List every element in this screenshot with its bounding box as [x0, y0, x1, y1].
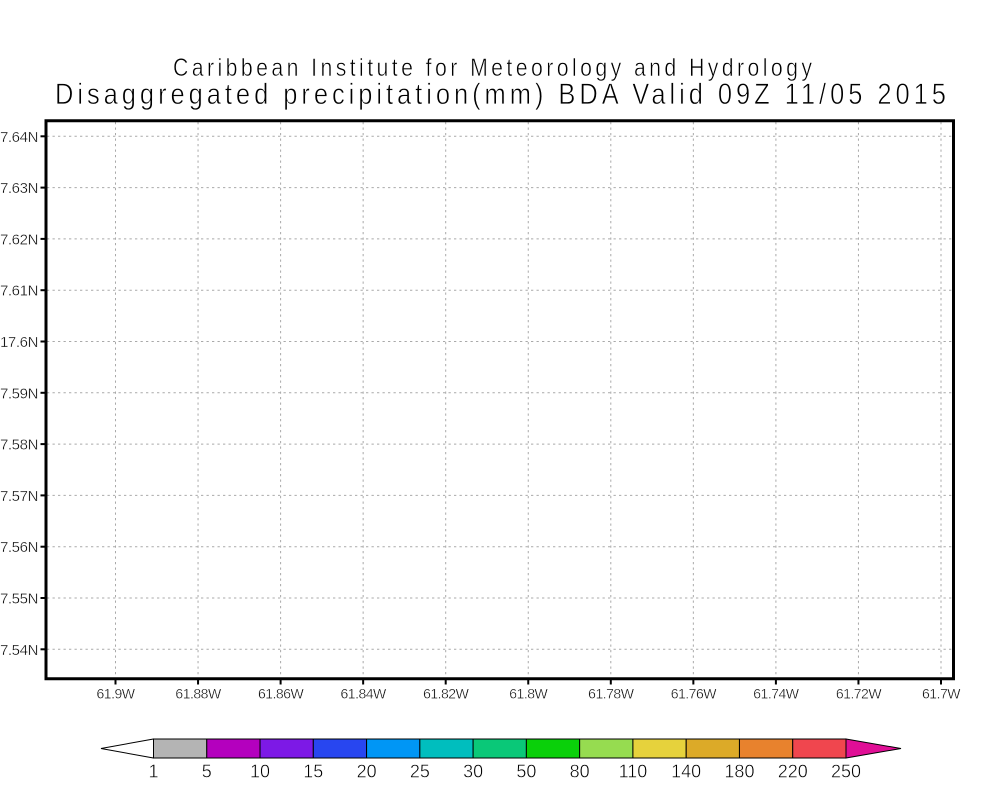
svg-text:7.62N: 7.62N	[0, 231, 38, 248]
svg-text:7.55N: 7.55N	[0, 591, 38, 608]
svg-text:20: 20	[357, 762, 377, 782]
svg-text:61.84W: 61.84W	[341, 686, 388, 702]
svg-text:10: 10	[250, 762, 270, 782]
svg-text:61.78W: 61.78W	[588, 686, 635, 702]
svg-text:7.56N: 7.56N	[0, 539, 38, 556]
svg-text:80: 80	[570, 762, 590, 782]
svg-text:50: 50	[516, 762, 536, 782]
svg-text:61.7W: 61.7W	[922, 686, 961, 702]
svg-text:220: 220	[778, 762, 808, 782]
svg-text:61.8W: 61.8W	[509, 686, 548, 702]
svg-text:7.57N: 7.57N	[0, 488, 38, 505]
svg-text:1: 1	[148, 762, 158, 782]
svg-text:180: 180	[724, 762, 754, 782]
svg-text:250: 250	[831, 762, 861, 782]
svg-text:61.76W: 61.76W	[671, 686, 718, 702]
svg-text:Disaggregated precipitation(mm: Disaggregated precipitation(mm) BDA Vali…	[55, 77, 946, 110]
svg-text:61.86W: 61.86W	[258, 686, 305, 702]
svg-text:7.63N: 7.63N	[0, 180, 38, 197]
svg-text:7.58N: 7.58N	[0, 437, 38, 454]
svg-text:61.82W: 61.82W	[423, 686, 470, 702]
svg-text:7.54N: 7.54N	[0, 642, 38, 659]
svg-text:61.72W: 61.72W	[836, 686, 883, 702]
svg-text:61.88W: 61.88W	[175, 686, 222, 702]
svg-text:7.61N: 7.61N	[0, 283, 38, 300]
svg-text:5: 5	[202, 762, 212, 782]
svg-text:7.64N: 7.64N	[0, 129, 38, 146]
svg-text:7.59N: 7.59N	[0, 385, 38, 402]
svg-text:61.9W: 61.9W	[97, 686, 136, 702]
svg-text:110: 110	[619, 762, 648, 782]
svg-text:61.74W: 61.74W	[753, 686, 800, 702]
svg-text:25: 25	[410, 762, 430, 782]
svg-text:17.6N: 17.6N	[0, 334, 38, 351]
svg-text:30: 30	[463, 762, 483, 782]
svg-text:140: 140	[671, 762, 701, 782]
svg-text:15: 15	[303, 762, 323, 782]
